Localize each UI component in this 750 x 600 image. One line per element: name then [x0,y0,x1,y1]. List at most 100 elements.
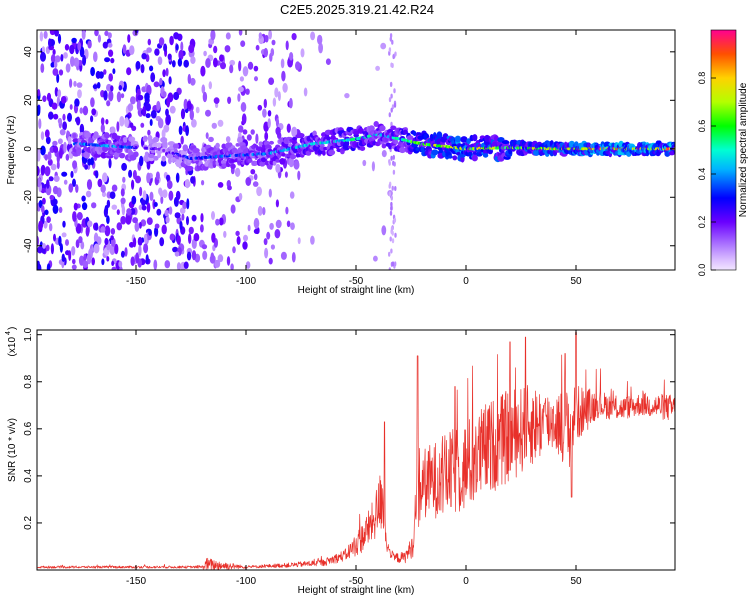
noise-cell [46,263,51,270]
noise-cell [120,188,125,197]
noise-cell [180,41,184,52]
noise-cell [253,228,260,234]
snr-ylabel: SNR (10 * v/v) [7,418,18,482]
noise-cell [240,40,246,47]
streak-cell [388,267,391,270]
noise-cell [79,107,84,114]
noise-cell [188,103,192,110]
noise-cell [63,179,68,185]
noise-cell [44,129,50,138]
ridge-cell [148,153,155,159]
ridge-cell [76,147,82,155]
noise-cell [120,215,127,225]
noise-cell [90,97,95,108]
noise-cell [62,121,67,131]
noise-cell [124,247,128,257]
noise-cell [246,134,252,141]
noise-cell [180,135,184,145]
noise-cell [124,117,129,128]
noise-cell [164,260,171,269]
ridge-cell [472,134,478,142]
noise-cell [126,208,132,216]
noise-cell [94,30,99,37]
noise-cell [44,209,49,216]
noise-cell [73,202,78,211]
streak-cell [389,236,392,242]
ridge-cell [247,158,253,163]
noise-cell [146,172,151,184]
noise-cell [109,191,116,199]
streak-cell [393,161,396,167]
noise-cell [202,250,208,260]
noise-cell [272,97,277,107]
noise-cell [144,92,150,101]
noise-cell [37,177,42,188]
noise-cell [291,251,296,263]
noise-cell [293,160,300,170]
noise-cell [53,233,56,242]
noise-cell [241,113,247,125]
noise-cell [274,229,281,239]
ridge-cell [119,152,126,159]
spectrogram-xtick-label: -100 [236,276,256,287]
snr-xtick-label: 0 [463,576,469,587]
ridge-core-cell [157,147,161,151]
noise-cell [165,108,169,117]
noise-cell [46,179,50,189]
noise-cell [111,260,115,266]
noise-cell [291,126,298,138]
streak-cell [390,107,393,113]
ridge-cell [83,151,90,159]
noise-cell [108,49,114,57]
noise-cell [237,93,241,102]
noise-cell [37,152,41,162]
noise-cell [227,96,232,105]
noise-cell [167,53,172,60]
ridge-cell [220,159,227,165]
ridge-cell [454,135,462,143]
noise-cell [44,154,48,161]
noise-cell [52,185,59,195]
spectrogram-xtick-label: 0 [463,276,469,287]
noise-cell [38,118,42,129]
snr-panel: -150 -100 -50 0 50 0.2 0.4 0.6 0.8 1.0 Height of … [5,327,676,596]
streak-cell [392,54,395,60]
chart-title: C2E5.2025.319.21.42.R24 [280,2,434,17]
noise-cell [264,131,269,141]
streak-cell [391,261,395,267]
noise-cell [240,102,247,112]
noise-cell [41,46,45,53]
noise-cell [52,49,56,56]
noise-cell [91,202,97,209]
streak-cell [388,191,391,197]
noise-cell [344,93,350,99]
noise-cell [118,85,123,91]
streak-cell [392,169,396,175]
noise-cell [191,119,197,128]
noise-cell [247,224,251,232]
streak-cell [394,261,397,267]
noise-cell [54,30,59,37]
ridge-cell [161,155,166,162]
noise-cell [193,233,200,242]
streak-cell [391,185,394,191]
noise-cell [159,237,165,247]
ridge-cell [100,152,107,159]
noise-cell [40,52,46,62]
noise-cell [116,121,120,132]
noise-cell [105,119,109,125]
noise-cell [189,109,194,121]
noise-cell [215,218,220,226]
noise-cell [173,32,180,40]
noise-cell [149,119,153,126]
noise-cell [219,54,224,62]
noise-cell [74,98,80,107]
noise-cell [289,97,293,109]
noise-cell [181,213,185,221]
noise-cell [48,38,52,48]
streak-cell [392,154,395,160]
ridge-cell [406,135,414,141]
noise-cell [229,59,236,66]
noise-cell [168,190,174,201]
noise-cell [238,125,244,133]
